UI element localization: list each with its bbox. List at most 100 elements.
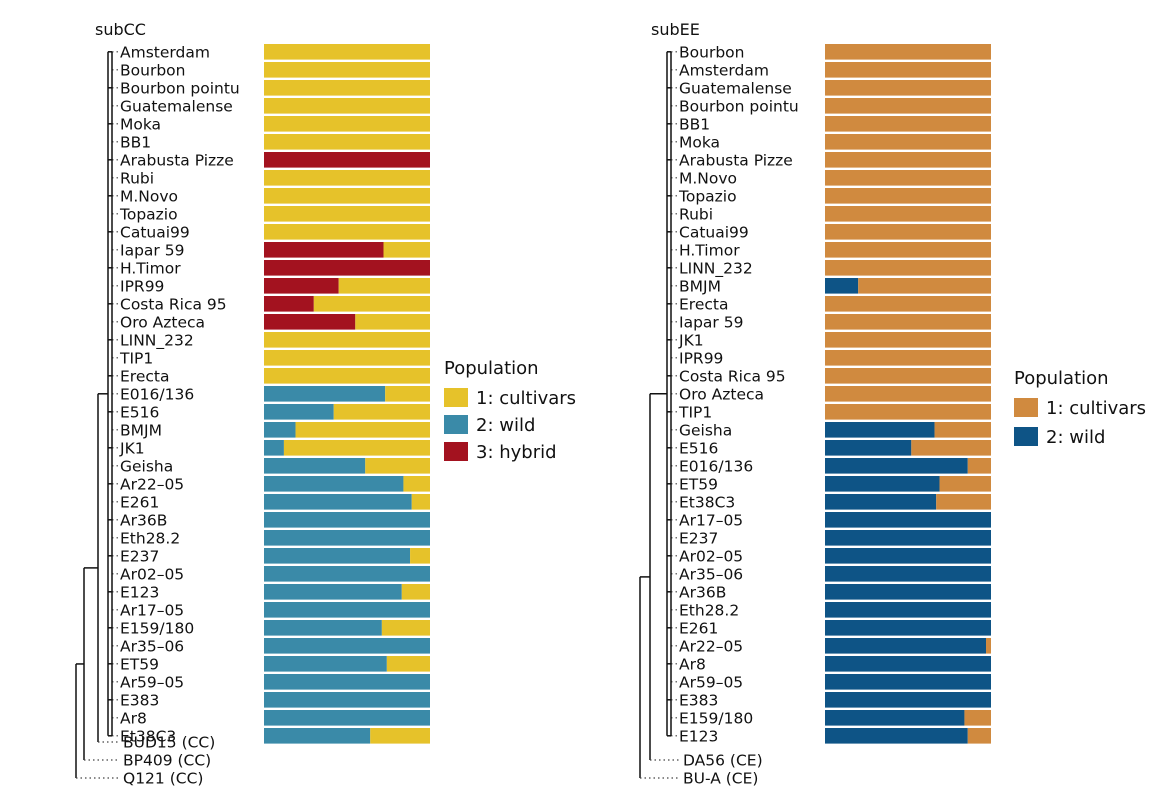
bar-row <box>825 458 991 474</box>
bar-segment <box>264 566 430 582</box>
bar-row <box>825 512 991 528</box>
bar-segment <box>825 512 991 528</box>
sample-label: Amsterdam <box>120 43 210 61</box>
sample-label: E516 <box>679 439 718 457</box>
bar-row <box>264 566 430 582</box>
bar-row <box>264 386 430 402</box>
sample-label: Ar36B <box>120 511 167 529</box>
bar-segment <box>825 440 912 456</box>
sample-label: BB1 <box>120 133 151 151</box>
sample-label: Ar17–05 <box>120 601 184 619</box>
bar-row <box>264 188 430 204</box>
bar-row <box>825 656 991 672</box>
bar-segment <box>825 566 991 582</box>
bar-segment <box>264 62 430 78</box>
bar-row <box>825 134 991 150</box>
sample-label: Guatemalense <box>679 79 792 97</box>
sample-label: BMJM <box>679 277 721 295</box>
bar-row <box>264 260 430 276</box>
bar-segment <box>936 494 991 510</box>
outgroup-label: BU-A (CE) <box>683 770 758 788</box>
sample-label: TIP1 <box>119 349 153 367</box>
bar-segment <box>825 332 991 348</box>
bar-row <box>264 332 430 348</box>
bar-segment <box>264 170 430 186</box>
legend-swatch <box>444 442 468 461</box>
bar-segment <box>264 296 314 312</box>
sample-label: Ar59–05 <box>679 673 743 691</box>
bar-segment <box>825 404 991 420</box>
bar-row <box>825 242 991 258</box>
outgroup-label: BUD15 (CC) <box>123 734 215 752</box>
sample-label: Ar59–05 <box>120 673 184 691</box>
bar-segment <box>355 314 430 330</box>
bar-row <box>825 728 991 744</box>
bar-segment <box>825 188 991 204</box>
bar-row <box>825 278 991 294</box>
bar-segment <box>264 656 387 672</box>
sample-label: Rubi <box>679 205 713 223</box>
legend-entry: 3: hybrid <box>476 442 557 463</box>
bar-segment <box>264 224 430 240</box>
sample-label: LINN_232 <box>679 259 753 278</box>
sample-label: E261 <box>120 493 159 511</box>
bar-segment <box>825 674 991 690</box>
bar-row <box>264 476 430 492</box>
sample-label: M.Novo <box>679 169 737 187</box>
bar-segment <box>825 422 935 438</box>
bar-row <box>264 152 430 168</box>
bar-row <box>264 296 430 312</box>
bar-segment <box>264 350 430 366</box>
sample-label: E123 <box>120 583 159 601</box>
bar-segment <box>986 638 991 654</box>
bar-segment <box>313 296 430 312</box>
sample-label: Moka <box>679 133 720 151</box>
bar-segment <box>264 422 296 438</box>
bar-segment <box>825 314 991 330</box>
sample-label: E383 <box>679 691 718 709</box>
legend: Population 1: cultivars 2: wild 3: hybrid <box>444 358 576 463</box>
bar-row <box>264 728 430 744</box>
bar-segment <box>264 548 411 564</box>
bar-row <box>264 638 430 654</box>
bar-segment <box>825 44 991 60</box>
bar-segment <box>411 494 430 510</box>
bar-segment <box>264 440 284 456</box>
bar-segment <box>264 188 430 204</box>
bar-row <box>264 206 430 222</box>
bar-row <box>825 638 991 654</box>
sample-label: E016/136 <box>120 385 194 403</box>
bar-segment <box>825 134 991 150</box>
bar-row <box>825 224 991 240</box>
bar-segment <box>825 116 991 132</box>
bar-row <box>825 548 991 564</box>
bar-segment <box>264 458 366 474</box>
bar-segment <box>825 692 991 708</box>
bar-segment <box>370 728 430 744</box>
legend: Population 1: cultivars 2: wild <box>1014 368 1146 448</box>
bar-row <box>825 332 991 348</box>
bar-row <box>264 692 430 708</box>
bar-segment <box>825 584 991 600</box>
panel-title: subCC <box>95 20 146 39</box>
bar-row <box>825 602 991 618</box>
sample-label: E237 <box>120 547 159 565</box>
bar-row <box>264 548 430 564</box>
bar-row <box>825 296 991 312</box>
bar-row <box>825 260 991 276</box>
bar-segment <box>264 728 371 744</box>
sample-label: E159/180 <box>120 619 194 637</box>
outgroup-label: DA56 (CE) <box>683 752 763 770</box>
bar-segment <box>825 530 991 546</box>
legend-swatch <box>1014 427 1038 446</box>
bar-segment <box>825 368 991 384</box>
bar-row <box>825 152 991 168</box>
bar-segment <box>825 548 991 564</box>
bar-segment <box>264 674 430 690</box>
sample-label: Ar02–05 <box>679 547 743 565</box>
bar-row <box>264 170 430 186</box>
bar-segment <box>264 602 430 618</box>
sample-label: ET59 <box>120 655 159 673</box>
bar-segment <box>264 152 430 168</box>
